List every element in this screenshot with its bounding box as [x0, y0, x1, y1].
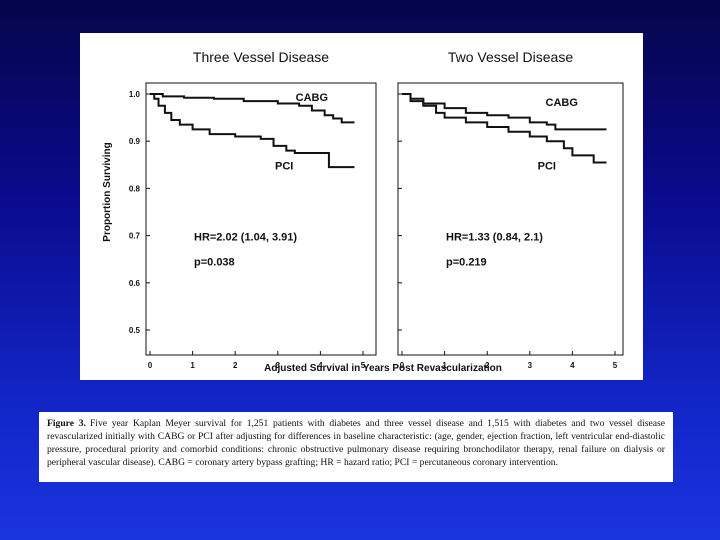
two-vessel-title: Two Vessel Disease [448, 49, 573, 65]
two-vessel-pci-label: PCI [538, 161, 556, 173]
three-vessel-x-tick-label: 5 [361, 361, 366, 370]
two-vessel-p-value: p=0.219 [446, 256, 487, 268]
three-vessel-cabg-label: CABG [296, 92, 328, 104]
two-vessel-hazard-ratio: HR=1.33 (0.84, 2.1) [446, 231, 543, 243]
two-vessel-x-tick-label: 3 [528, 361, 533, 370]
three-vessel-pci-label: PCI [275, 161, 293, 173]
km-survival-charts: Three Vessel Disease 0 1 2 3 4 5 1.0 0.9 0.8 0.7 0.… [102, 49, 624, 374]
three-vessel-y-tick-label: 0.9 [129, 137, 141, 146]
three-vessel-p-value: p=0.038 [194, 256, 235, 268]
three-vessel-title: Three Vessel Disease [193, 49, 329, 65]
three-vessel-y-tick-label: 0.6 [129, 279, 141, 288]
two-vessel-x-tick-label: 5 [613, 361, 618, 370]
figure-panel: Three Vessel Disease 0 1 2 3 4 5 1.0 0.9 0.8 0.7 0.… [80, 33, 643, 380]
two-vessel-cabg-label: CABG [546, 97, 578, 109]
two-vessel-x-tick-label: 2 [485, 361, 490, 370]
y-axis-label: Proportion Surviving [102, 142, 113, 241]
three-vessel-x-tick-label: 1 [190, 361, 195, 370]
three-vessel-y-tick-label: 0.8 [129, 184, 141, 193]
three-vessel-pci-curve [150, 93, 355, 169]
two-vessel-x-tick-label: 4 [570, 361, 575, 370]
three-vessel-plot-frame [145, 82, 377, 356]
two-vessel-plot-frame [397, 82, 624, 356]
three-vessel-y-tick-label: 1.0 [129, 90, 141, 99]
two-vessel-x-tick-label: 0 [400, 361, 405, 370]
two-vessel-pci-curve [402, 93, 607, 164]
caption-text: Five year Kaplan Meyer survival for 1,25… [47, 418, 665, 468]
three-vessel-y-tick-label: 0.5 [129, 326, 141, 335]
three-vessel-y-tick-label: 0.7 [129, 232, 141, 241]
three-vessel-x-tick-label: 2 [233, 361, 238, 370]
three-vessel-cabg-curve [150, 93, 355, 124]
figure-caption: Figure 3. Five year Kaplan Meyer survival… [39, 412, 673, 482]
two-vessel-x-tick-label: 1 [442, 361, 447, 370]
caption-label: Figure 3. [47, 418, 86, 429]
three-vessel-x-tick-label: 4 [318, 361, 323, 370]
three-vessel-x-tick-label: 3 [276, 361, 281, 370]
three-vessel-x-tick-label: 0 [148, 361, 153, 370]
x-axis-label: Adjusted Survival in Years Post Revascul… [264, 363, 502, 374]
three-vessel-hazard-ratio: HR=2.02 (1.04, 3.91) [194, 231, 297, 243]
